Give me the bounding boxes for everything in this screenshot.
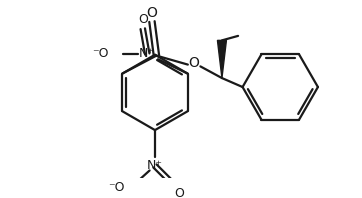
Text: ⁻O: ⁻O xyxy=(92,47,109,60)
Text: O: O xyxy=(189,56,199,70)
Text: O: O xyxy=(147,6,157,20)
Text: ⁻O: ⁻O xyxy=(108,181,125,194)
Polygon shape xyxy=(218,40,226,78)
Text: O: O xyxy=(174,187,184,198)
Text: N⁺: N⁺ xyxy=(147,159,163,172)
Text: N⁺: N⁺ xyxy=(139,47,155,60)
Text: O: O xyxy=(138,13,148,26)
